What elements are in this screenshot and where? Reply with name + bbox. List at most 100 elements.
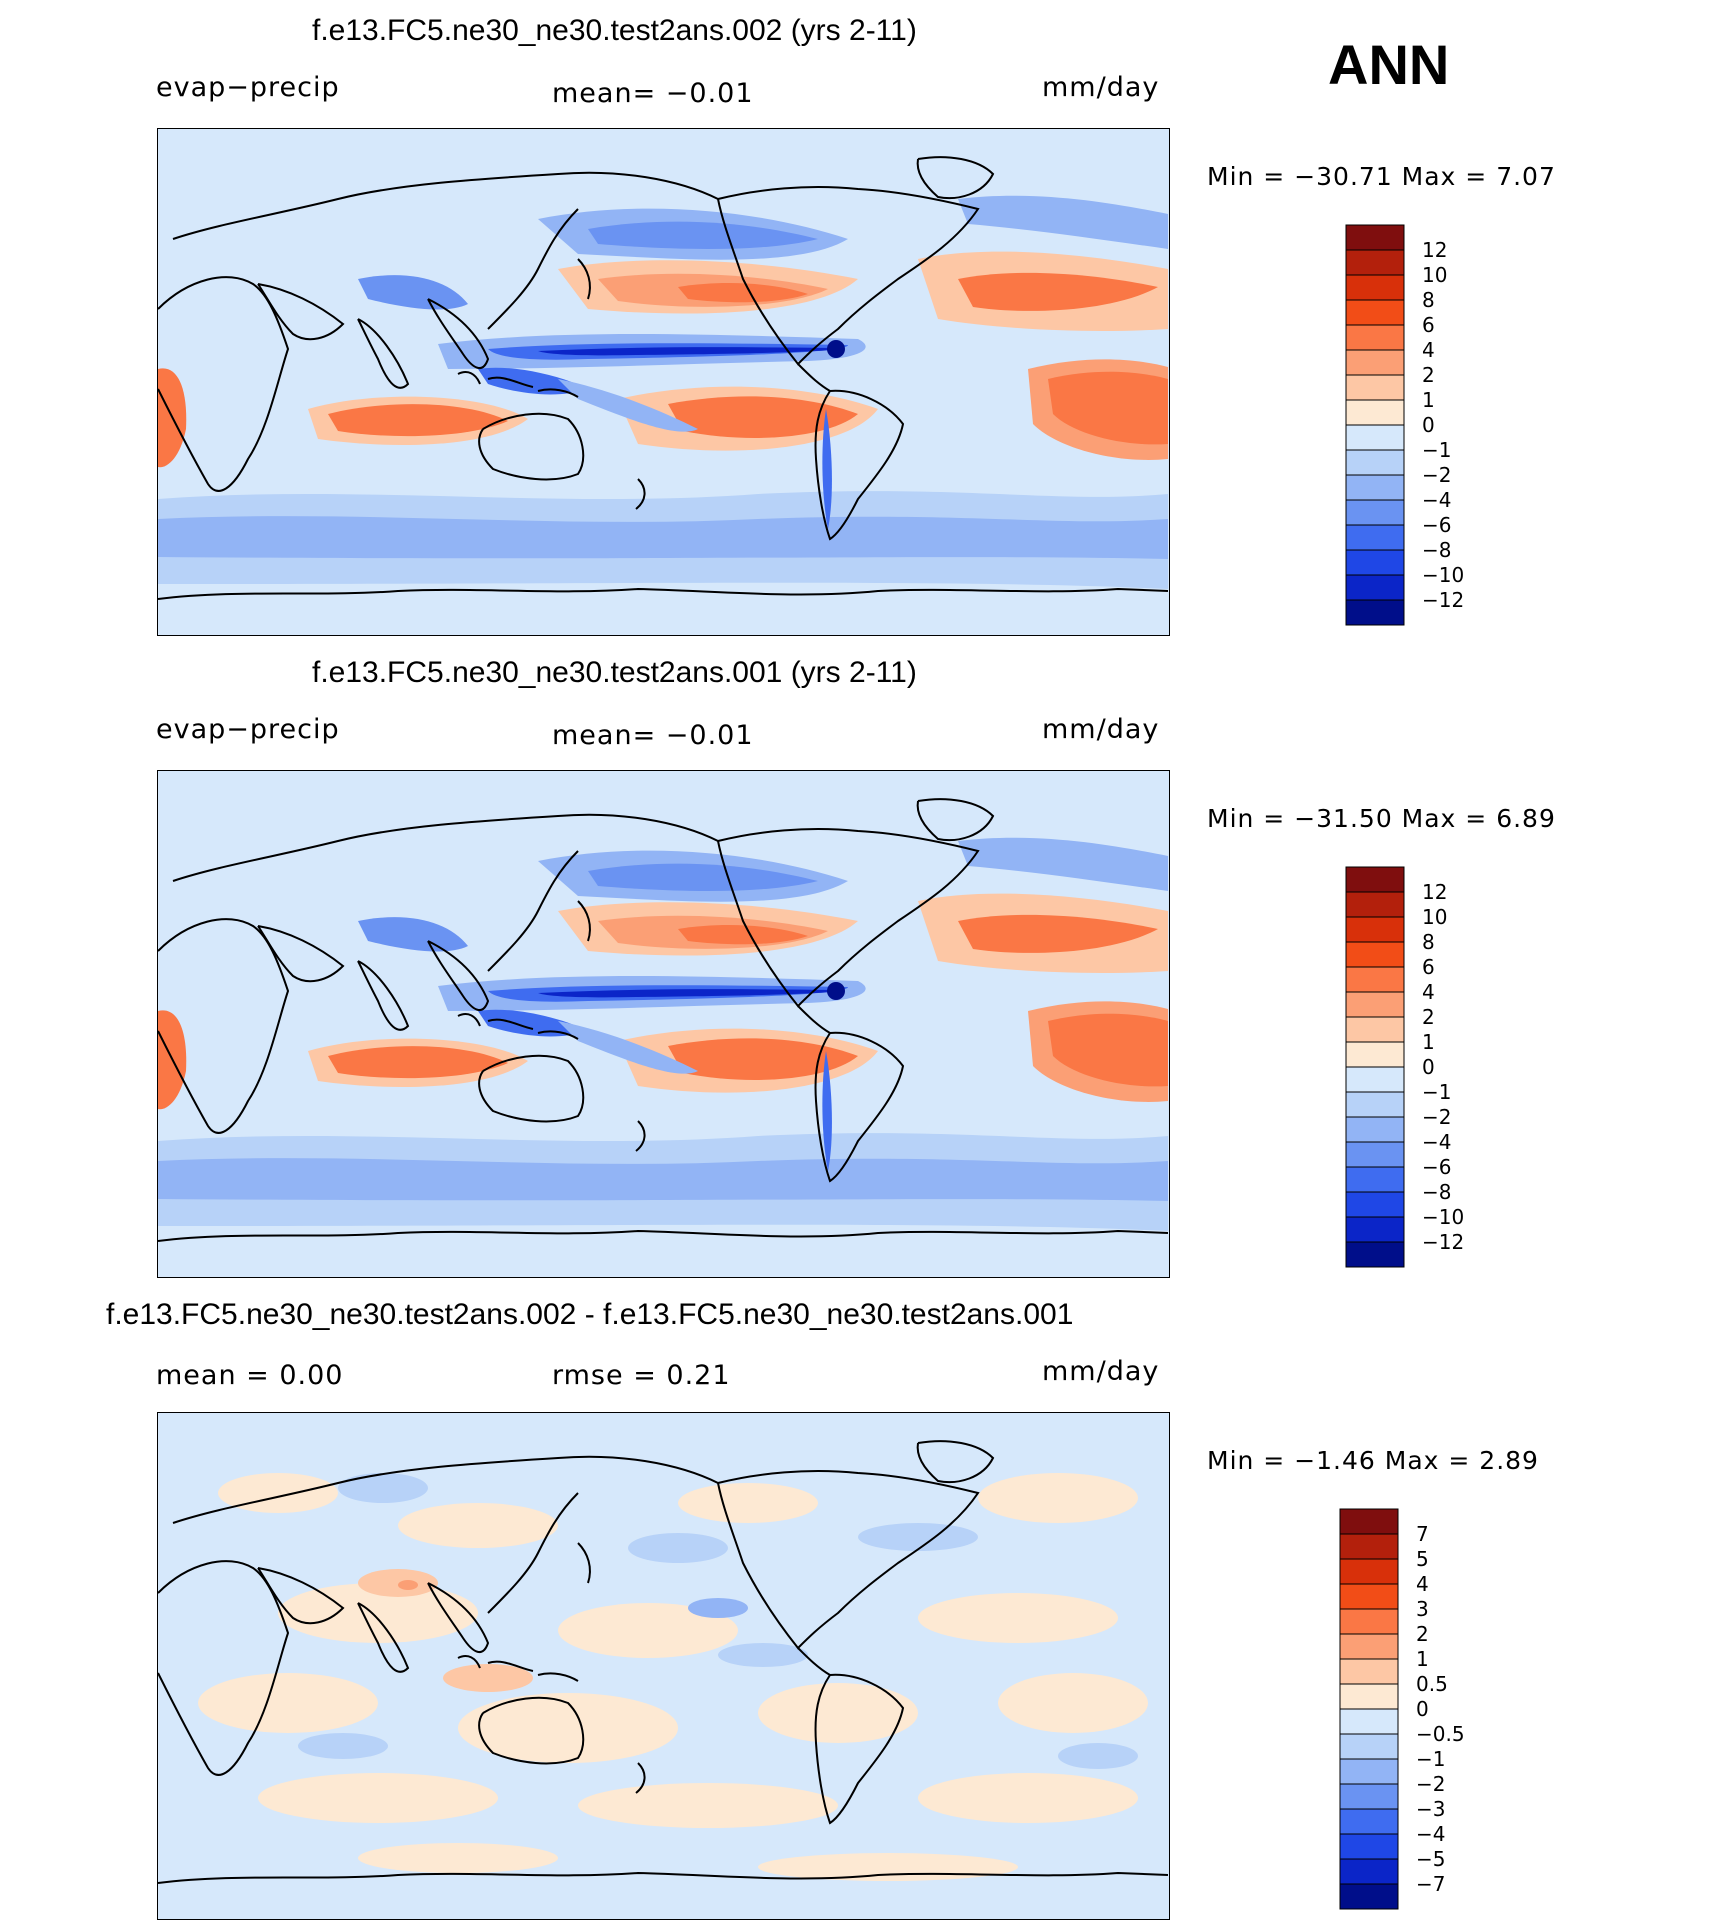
colorbar-tick-label: 2 [1416,1622,1429,1646]
coastline [158,1229,1168,1242]
panel-2-minmax: Min = −31.50 Max = 6.89 [1207,804,1556,833]
coastline [257,925,345,983]
coastline [158,587,1168,600]
colorbar-swatch [1345,1191,1405,1218]
coastline [797,363,831,392]
colorbar-tick-label: −8 [1422,1180,1451,1204]
colorbar-tick-label: 8 [1422,930,1435,954]
colorbar-tick-label: −1 [1422,1080,1451,1104]
colorbar-swatch [1345,399,1405,426]
coastline [158,276,290,492]
coastline [172,1455,719,1524]
panel-1-units-label: mm/day [1042,72,1160,103]
colorbar-swatch [1345,499,1405,526]
colorbar-swatch [1345,941,1405,968]
colorbar-swatch [1345,1041,1405,1068]
panel-1-map [157,128,1170,636]
colorbar-swatch [1345,274,1405,301]
colorbar-tick-label: −3 [1416,1797,1445,1821]
colorbar-tick-label: 1 [1422,1030,1435,1054]
colorbar-swatch [1339,1783,1399,1810]
colorbar-tick-label: 7 [1416,1522,1429,1546]
coastline [257,1567,345,1625]
colorbar-tick-label: 2 [1422,1005,1435,1029]
colorbar-tick-label: 1 [1422,388,1435,412]
colorbar-swatch [1339,1708,1399,1735]
colorbar-tick-label: 10 [1422,905,1447,929]
colorbar-swatch [1345,1091,1405,1118]
colorbar-swatch [1339,1758,1399,1785]
colorbar-swatch [1345,324,1405,351]
colorbar-tick-label: 0 [1416,1697,1429,1721]
coastline [797,1005,831,1034]
colorbar-swatch [1339,1883,1399,1910]
colorbar-swatch [1339,1833,1399,1860]
coastline [577,1542,591,1584]
colorbar-tick-label: 2 [1422,363,1435,387]
coastline [577,258,591,300]
panel-1-mean-label: mean= −0.01 [552,78,754,109]
colorbar-swatch [1339,1858,1399,1885]
colorbar-swatch [1345,349,1405,376]
colorbar-tick-label: 1 [1416,1647,1429,1671]
colorbar-tick-label: 12 [1422,880,1447,904]
coastline [814,1031,905,1183]
coastline [487,208,579,330]
colorbar-tick-label: −2 [1422,1105,1451,1129]
coastline [158,1871,1168,1884]
colorbar-tick-label: −4 [1416,1822,1445,1846]
colorbar-tick-label: 4 [1416,1572,1429,1596]
colorbar-tick-label: −8 [1422,538,1451,562]
colorbar-swatch [1345,299,1405,326]
colorbar-tick-label: 0.5 [1416,1672,1448,1696]
colorbar-swatch [1345,1116,1405,1143]
colorbar-tick-label: −10 [1422,1205,1464,1229]
panel-1-colorbar: 12 10 8 6 4 2 1 0 −1 −2 −4 −6 −8 −10 −12 [1345,224,1486,627]
colorbar-swatch [1345,249,1405,276]
coastline [814,1673,905,1825]
colorbar-swatch [1345,1066,1405,1093]
coastline [717,1470,980,1650]
coastline [487,376,534,388]
colorbar-tick-label: −1 [1422,438,1451,462]
coastline [717,186,980,366]
colorbar-swatch [1345,1216,1405,1243]
coastline [717,828,980,1008]
panel-3-map [157,1412,1170,1920]
panel-1-minmax: Min = −30.71 Max = 7.07 [1207,162,1556,191]
coastline [797,1647,831,1676]
colorbar-tick-label: −4 [1422,1130,1451,1154]
panel-1-variable-label: evap−precip [156,72,340,103]
coastline [635,478,646,510]
panel-3-units-label: mm/day [1042,1356,1160,1387]
panel-3-rmse-label: rmse = 0.21 [552,1360,731,1391]
panel-3-title: f.e13.FC5.ne30_ne30.test2ans.002 - f.e13… [106,1298,1074,1331]
colorbar-tick-label: −6 [1422,1155,1451,1179]
colorbar-swatch [1339,1683,1399,1710]
colorbar-tick-label: −5 [1416,1847,1445,1871]
coastline [257,283,345,341]
coastline [158,1560,290,1776]
colorbar-swatch [1345,1166,1405,1193]
colorbar-tick-label: −12 [1422,1230,1464,1254]
colorbar-tick-label: −7 [1416,1872,1445,1896]
colorbar-tick-label: 4 [1422,980,1435,1004]
colorbar-swatch [1345,866,1405,893]
panel-2-map [157,770,1170,1278]
colorbar-swatch [1345,374,1405,401]
colorbar-swatch [1345,1141,1405,1168]
colorbar-swatch [1339,1733,1399,1760]
coastline [487,1660,534,1672]
coastline [635,1120,646,1152]
colorbar-tick-label: −12 [1422,588,1464,612]
panel-3-colorbar: 7 5 4 3 2 1 0.5 0 −0.5 −1 −2 −3 −4 −5 −7 [1339,1508,1490,1911]
coastline [158,918,290,1134]
coastline [814,389,905,541]
panel-1-title: f.e13.FC5.ne30_ne30.test2ans.002 (yrs 2-… [312,14,917,47]
coastline [537,388,579,398]
colorbar-tick-label: −0.5 [1416,1722,1465,1746]
colorbar-swatch [1345,549,1405,576]
colorbar-swatch [1345,224,1405,251]
colorbar-swatch [1345,1241,1405,1268]
panel-2-units-label: mm/day [1042,714,1160,745]
